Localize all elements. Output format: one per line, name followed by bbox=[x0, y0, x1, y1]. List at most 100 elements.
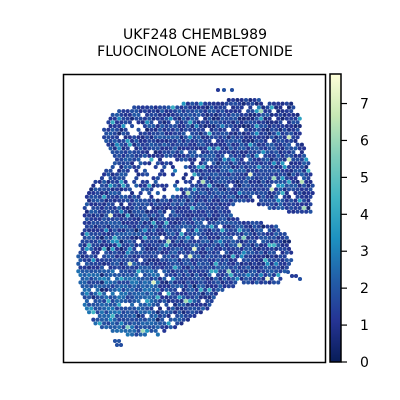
spot bbox=[110, 120, 115, 125]
spot bbox=[256, 202, 261, 207]
spot bbox=[190, 205, 195, 211]
spot bbox=[218, 157, 223, 162]
spot bbox=[233, 131, 238, 136]
spot bbox=[192, 299, 197, 304]
spot bbox=[231, 254, 236, 259]
spot bbox=[261, 150, 266, 155]
spot bbox=[252, 261, 257, 266]
spot bbox=[302, 161, 307, 166]
spot bbox=[177, 198, 182, 203]
spot bbox=[121, 138, 126, 144]
spot bbox=[160, 310, 165, 315]
spot bbox=[304, 209, 309, 214]
spot bbox=[205, 202, 210, 207]
spot bbox=[209, 172, 214, 177]
spot bbox=[226, 239, 231, 244]
spot bbox=[136, 135, 141, 140]
spot bbox=[233, 265, 238, 270]
spot bbox=[274, 172, 279, 177]
spot bbox=[261, 172, 266, 177]
spot bbox=[289, 131, 294, 136]
spot bbox=[138, 302, 143, 307]
spot bbox=[145, 150, 150, 155]
spot bbox=[248, 142, 253, 147]
spot bbox=[265, 127, 270, 132]
spot bbox=[246, 116, 251, 121]
spot bbox=[226, 276, 231, 281]
spot bbox=[175, 157, 180, 162]
spot bbox=[213, 172, 218, 177]
spot bbox=[140, 232, 145, 237]
spot bbox=[205, 135, 210, 140]
spot bbox=[188, 112, 193, 117]
spot bbox=[252, 179, 257, 184]
spot bbox=[239, 105, 244, 110]
spot bbox=[173, 198, 178, 203]
spot bbox=[151, 138, 156, 144]
spot bbox=[209, 261, 214, 266]
spot bbox=[196, 217, 201, 222]
spot bbox=[188, 232, 193, 237]
spot bbox=[183, 172, 188, 177]
spot bbox=[157, 246, 163, 251]
spot bbox=[179, 135, 184, 140]
spot bbox=[119, 172, 124, 177]
spot bbox=[185, 213, 190, 218]
chart-title: UKF248 CHEMBL989 FLUOCINOLONE ACETONIDE bbox=[97, 27, 293, 60]
spot bbox=[183, 202, 188, 207]
spot bbox=[147, 243, 152, 248]
spot bbox=[117, 317, 122, 322]
spot bbox=[254, 146, 259, 151]
spot bbox=[241, 280, 246, 285]
spot bbox=[235, 276, 240, 281]
spot bbox=[173, 168, 178, 173]
spot bbox=[216, 265, 221, 270]
spot bbox=[211, 176, 216, 181]
spot bbox=[254, 183, 259, 188]
spot bbox=[278, 105, 283, 110]
spot bbox=[95, 287, 100, 292]
spot bbox=[134, 228, 139, 233]
spot bbox=[104, 213, 109, 218]
spot bbox=[102, 202, 107, 207]
spot bbox=[106, 254, 111, 259]
spot bbox=[224, 205, 229, 211]
spot bbox=[216, 280, 221, 285]
spot bbox=[106, 120, 111, 125]
spot bbox=[252, 187, 257, 192]
spot bbox=[160, 205, 165, 211]
spot bbox=[185, 116, 190, 121]
spot bbox=[112, 310, 117, 315]
spot bbox=[222, 127, 227, 132]
spot bbox=[149, 120, 154, 125]
spot bbox=[198, 250, 203, 255]
spot bbox=[246, 153, 251, 158]
spot bbox=[121, 116, 126, 121]
spot bbox=[209, 209, 214, 214]
spot bbox=[278, 239, 283, 244]
spot bbox=[127, 269, 132, 274]
spot bbox=[280, 153, 285, 158]
spot bbox=[248, 246, 253, 251]
spot bbox=[241, 116, 246, 121]
spot bbox=[293, 131, 298, 136]
spot bbox=[295, 164, 300, 170]
spot bbox=[130, 198, 135, 203]
spot bbox=[213, 224, 218, 229]
spot bbox=[123, 224, 128, 229]
spot bbox=[108, 131, 113, 136]
spot bbox=[104, 295, 109, 300]
spot bbox=[170, 299, 175, 304]
spot bbox=[138, 220, 143, 225]
spot bbox=[160, 109, 165, 114]
spot bbox=[82, 228, 87, 233]
spot bbox=[130, 265, 135, 270]
spot bbox=[243, 172, 249, 177]
spot bbox=[213, 120, 218, 125]
spot bbox=[286, 246, 292, 251]
spot bbox=[194, 101, 199, 106]
spot bbox=[114, 179, 120, 184]
spot bbox=[198, 235, 203, 240]
spot bbox=[110, 179, 115, 184]
spot bbox=[166, 291, 171, 296]
